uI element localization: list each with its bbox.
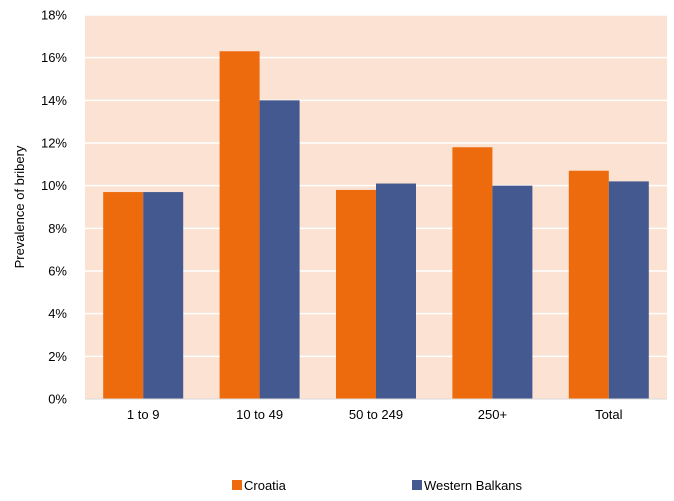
legend-swatch: [412, 480, 422, 490]
bar-western-balkans: [376, 183, 416, 399]
y-tick-label: 2%: [48, 349, 67, 364]
bar-western-balkans: [259, 100, 300, 399]
y-tick-label: 6%: [48, 264, 67, 279]
bar-croatia: [568, 170, 609, 399]
bar-croatia: [452, 147, 493, 399]
bar-western-balkans: [608, 181, 649, 399]
y-axis: 0% 2% 4% 6% 8% 10% 12% 14% 16% 18%: [41, 8, 67, 407]
legend-swatch: [232, 480, 242, 490]
y-tick-label: 12%: [41, 136, 67, 151]
bar-croatia: [219, 51, 260, 400]
y-tick-label: 14%: [41, 93, 67, 108]
bar-croatia: [103, 192, 144, 399]
bar-croatia: [336, 189, 376, 399]
y-tick-label: 18%: [41, 8, 67, 23]
x-axis: 1 to 9 10 to 49 50 to 249 250+ Total: [85, 398, 667, 422]
x-tick-label: 10 to 49: [236, 407, 283, 422]
y-tick-label: 16%: [41, 50, 67, 65]
legend-label: Western Balkans: [424, 478, 523, 493]
legend-label: Croatia: [244, 478, 287, 493]
y-tick-label: 10%: [41, 178, 67, 193]
y-axis-title: Prevalence of bribery: [12, 145, 27, 268]
y-tick-label: 8%: [48, 221, 67, 236]
x-tick-label: 50 to 249: [349, 407, 403, 422]
bars: [103, 51, 649, 400]
x-tick-label: 250+: [478, 407, 507, 422]
x-tick-label: Total: [595, 407, 623, 422]
bar-western-balkans: [492, 185, 533, 399]
bar-western-balkans: [143, 192, 184, 399]
y-tick-label: 4%: [48, 306, 67, 321]
y-tick-label: 0%: [48, 392, 67, 407]
x-tick-label: 1 to 9: [127, 407, 160, 422]
legend: Croatia Western Balkans: [232, 478, 523, 493]
